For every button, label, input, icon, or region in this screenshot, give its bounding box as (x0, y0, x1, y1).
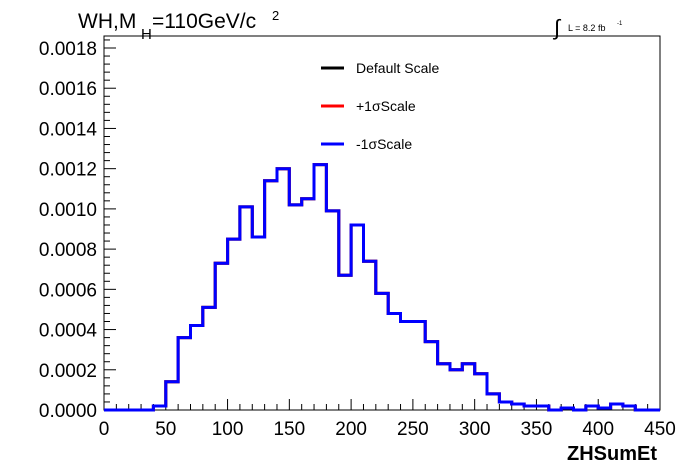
lumi-label: L = 8.2 fb (568, 23, 605, 33)
x-tick-label: 200 (335, 419, 367, 440)
y-tick-label: 0.0006 (39, 280, 97, 301)
chart-title-sub: H (141, 26, 152, 43)
x-tick-label: 450 (644, 419, 676, 440)
x-tick-label: 100 (212, 419, 244, 440)
y-tick-label: 0.0018 (39, 39, 97, 60)
x-tick-label: 50 (155, 419, 176, 440)
lumi-integral-symbol: ∫ (552, 15, 562, 40)
x-tick-label: 0 (99, 419, 110, 440)
x-tick-label: 150 (273, 419, 305, 440)
y-axis: 0.0000 0.0002 0.0004 0.0006 0.0008 0.0010 0.00… (39, 39, 116, 422)
x-tick-label: 350 (521, 419, 553, 440)
series-line--1-scale (104, 163, 660, 412)
x-axis-title: ZHSumEt (567, 443, 657, 465)
chart-title-sup: 2 (272, 8, 279, 23)
legend: Default Scale +1σScale -1σScale (321, 60, 439, 152)
x-tick-label: 400 (582, 419, 614, 440)
y-tick-label: 0.0014 (39, 119, 98, 140)
x-tick-label: 300 (459, 419, 491, 440)
x-tick-label: 250 (397, 419, 429, 440)
series-line-default-scale (104, 163, 660, 412)
y-tick-label: 0.0010 (39, 200, 97, 221)
chart-title-main: WH,M (78, 10, 136, 33)
series-line--1-scale (104, 163, 660, 412)
chart-title-tail: =110GeV/c (152, 10, 256, 33)
y-tick-label: 0.0004 (39, 321, 98, 342)
y-tick-label: 0.0000 (39, 401, 97, 422)
legend-label: -1σScale (356, 136, 412, 152)
plot-frame (103, 35, 661, 411)
y-tick-label: 0.0002 (39, 361, 97, 382)
series-group (104, 163, 660, 412)
legend-label: Default Scale (356, 60, 439, 76)
y-tick-label: 0.0012 (39, 160, 97, 181)
lumi-sup: -1 (617, 21, 623, 27)
y-tick-label: 0.0016 (39, 79, 97, 100)
y-tick-label: 0.0008 (39, 240, 97, 261)
legend-label: +1σScale (356, 98, 416, 114)
